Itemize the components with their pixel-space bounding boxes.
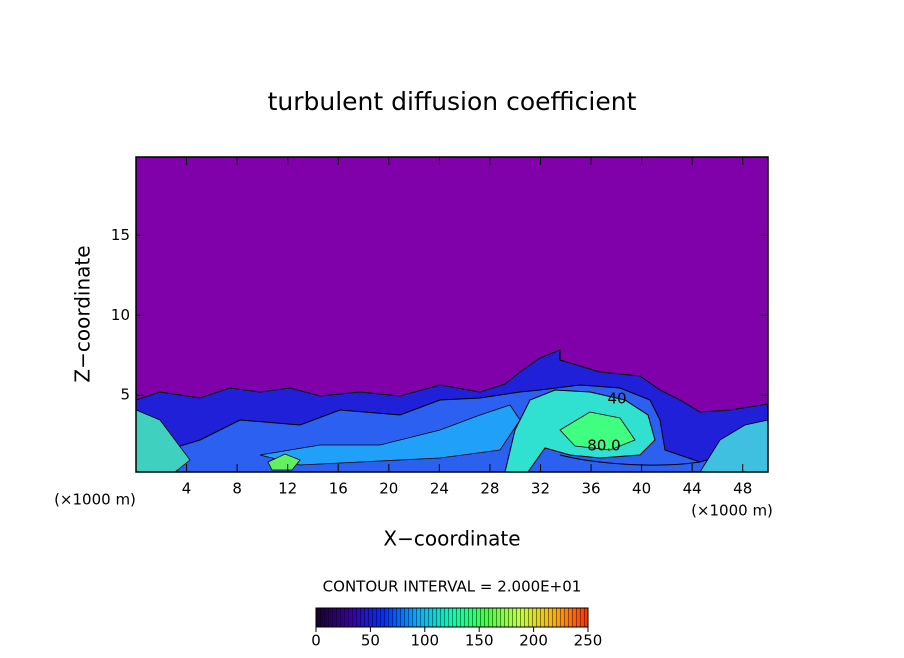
x-tick-label: 24 [430, 480, 449, 498]
colorbar-stripes [316, 608, 588, 627]
x-unit-label: (×1000 m) [691, 502, 773, 520]
x-unit-label: (×1000 m) [54, 491, 136, 509]
field-region [136, 409, 191, 472]
contour-interval: CONTOUR INTERVAL = 2.000E+01 [323, 578, 582, 596]
colorbar-tick-label: 0 [311, 632, 321, 650]
x-tick-label: 16 [329, 480, 348, 498]
y-axis-label: Z−coordinate [71, 245, 95, 382]
field-region [559, 411, 636, 451]
contour-label: 40 [607, 390, 626, 408]
x-tick-label: 28 [480, 480, 499, 498]
field-region [699, 419, 768, 472]
colorbar-tick-label: 100 [410, 632, 439, 650]
x-tick-label: 32 [531, 480, 550, 498]
field [136, 349, 768, 472]
field-region [259, 404, 521, 466]
x-tick-label: 36 [581, 480, 600, 498]
field-region [267, 453, 301, 471]
colorbar-tick-label: 250 [574, 632, 603, 650]
x-tick-label: 44 [683, 480, 702, 498]
x-tick-label: 40 [632, 480, 651, 498]
colorbar-tick-label: 50 [361, 632, 380, 650]
chart-title: turbulent diffusion coefficient [268, 87, 637, 116]
contour-line [559, 454, 701, 466]
y-tick-label: 15 [111, 226, 130, 244]
x-tick-label: 12 [278, 480, 297, 498]
y-tick-label: 5 [120, 386, 130, 404]
x-tick-label: 4 [182, 480, 192, 498]
contour-label: 80.0 [587, 437, 620, 455]
x-tick-label: 8 [232, 480, 242, 498]
x-tick-label: 20 [379, 480, 398, 498]
colorbar-tick-label: 200 [519, 632, 548, 650]
plot-frame [135, 156, 769, 473]
colorbar-frame [315, 607, 589, 628]
x-tick-label: 48 [733, 480, 752, 498]
y-tick-label: 10 [111, 306, 130, 324]
x-axis-label: X−coordinate [383, 527, 520, 551]
colorbar-tick-label: 150 [465, 632, 494, 650]
